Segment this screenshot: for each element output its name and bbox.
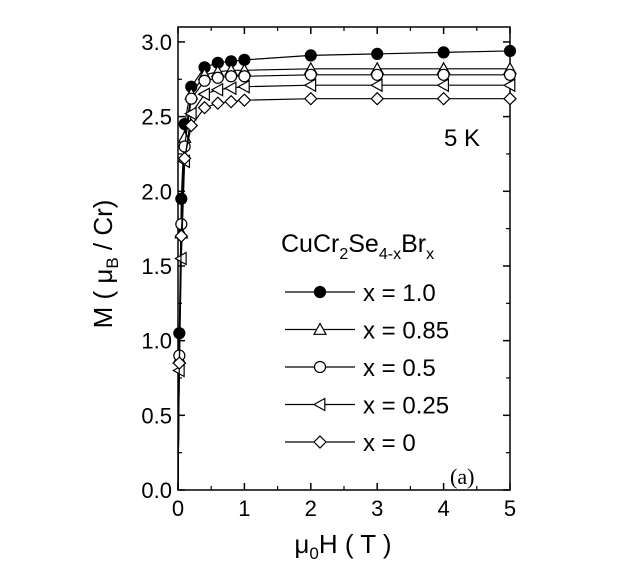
legend-marker-x-0-5 xyxy=(313,360,327,374)
y-tick-label: 0.0 xyxy=(141,478,172,503)
y-tick-label: 2.5 xyxy=(141,105,172,130)
temperature-annotation: 5 K xyxy=(444,125,480,152)
data-point-x-0 xyxy=(237,93,252,108)
data-point-x-0-25 xyxy=(436,78,449,93)
data-point-x-0-25 xyxy=(369,78,383,93)
data-point-x-0-5 xyxy=(371,68,384,81)
x-tick-label: 5 xyxy=(504,496,516,521)
data-point-x-0-25 xyxy=(197,87,210,102)
data-point-x-0-5 xyxy=(211,71,224,84)
x-axis-title: μ0H ( T ) xyxy=(294,529,391,563)
chart-marks: 0 1 2 3 4 5 0.0 0.5 1.0 1.5 2.0 2.5 3.0 x = 1.0 x = 0.… xyxy=(141,26,518,521)
y-tick-label: 3.0 xyxy=(141,30,172,55)
data-point-x-1-0 xyxy=(175,192,188,205)
data-point-x-0 xyxy=(224,94,238,109)
y-tick-label: 0.5 xyxy=(141,403,172,428)
data-point-x-0 xyxy=(370,91,385,106)
data-point-x-0-5 xyxy=(437,68,450,81)
data-point-x-0-25 xyxy=(223,81,237,96)
data-point-x-0-25 xyxy=(502,78,516,93)
legend-label-x-0: x = 0 xyxy=(363,430,416,457)
data-point-x-0 xyxy=(184,118,199,133)
data-point-x-0-5 xyxy=(503,68,517,81)
legend-label-x-0-85: x = 0.85 xyxy=(363,318,449,345)
x-tick-label: 4 xyxy=(437,496,449,521)
y-tick-label: 1.5 xyxy=(141,254,172,279)
legend-label-x-0-5: x = 0.5 xyxy=(363,355,436,382)
panel-label: (a) xyxy=(450,464,474,489)
x-tick-label: 1 xyxy=(238,496,250,521)
data-point-x-0 xyxy=(210,96,225,111)
x-tick-label: 0 xyxy=(172,496,184,521)
data-point-x-1-0 xyxy=(437,46,450,59)
data-point-x-0-5 xyxy=(304,68,317,81)
legend-marker-x-0-85 xyxy=(312,322,328,335)
legend-marker-x-0 xyxy=(313,435,327,449)
data-point-x-0 xyxy=(172,356,187,370)
data-point-x-0-25 xyxy=(184,106,197,121)
y-tick-label: 1.0 xyxy=(141,329,172,354)
series-line-x-1-0 xyxy=(177,50,511,491)
data-point-x-1-0 xyxy=(304,49,317,62)
y-tick-label: 2.0 xyxy=(141,179,172,204)
data-point-x-0-5 xyxy=(198,74,211,87)
x-tick-label: 2 xyxy=(305,496,317,521)
data-point-x-0 xyxy=(503,91,517,106)
x-tick-label: 3 xyxy=(371,496,383,521)
data-point-x-0 xyxy=(197,100,212,115)
data-point-x-1-0 xyxy=(371,47,384,60)
data-point-x-0-5 xyxy=(178,140,191,153)
legend-title: CuCr2Se4-xBrx xyxy=(281,230,434,263)
data-point-x-0-5 xyxy=(238,70,251,83)
data-point-x-0-25 xyxy=(303,78,317,93)
data-point-x-0-5 xyxy=(185,92,198,105)
data-point-x-1-0 xyxy=(503,44,517,57)
legend-marker-x-0-25 xyxy=(312,397,326,412)
data-point-x-0 xyxy=(303,91,318,106)
legend-label-x-1-0: x = 1.0 xyxy=(363,280,436,307)
legend-marker-x-1-0 xyxy=(313,285,327,299)
data-point-x-0-25 xyxy=(237,79,250,94)
data-point-x-0 xyxy=(174,229,189,243)
data-point-x-0-5 xyxy=(225,70,238,83)
data-point-x-0-25 xyxy=(210,82,224,97)
data-point-x-0 xyxy=(177,151,192,166)
series-line-x-0 xyxy=(177,98,510,491)
y-axis-title: M ( μB / Cr) xyxy=(88,200,122,329)
legend-label-x-0-25: x = 0.25 xyxy=(363,393,449,420)
data-point-x-0 xyxy=(436,91,451,106)
